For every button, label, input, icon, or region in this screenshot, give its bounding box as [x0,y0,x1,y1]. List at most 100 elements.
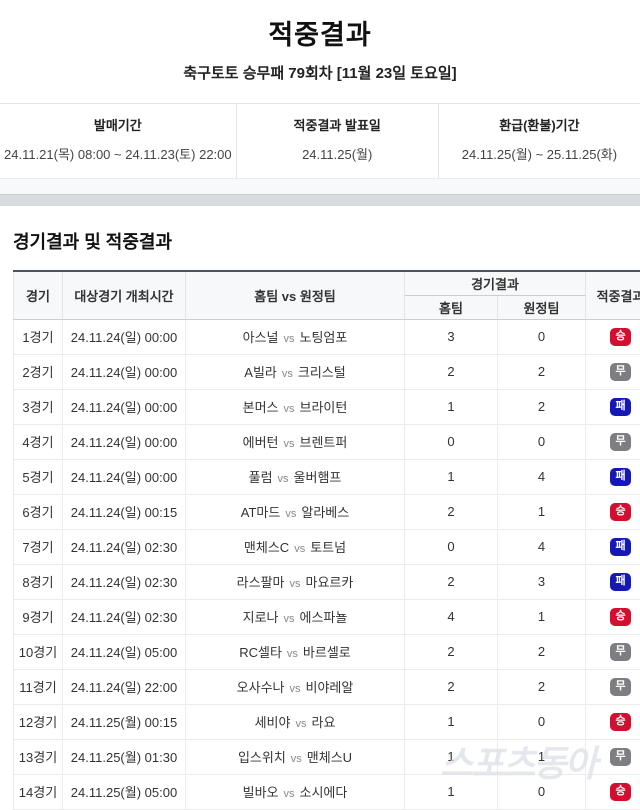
info-label: 발매기간 [4,115,232,134]
outcome-badge: 패 [610,468,630,486]
home-score: 2 [405,354,498,389]
col-header-time: 대상경기 개최시간 [63,271,186,319]
away-score: 0 [498,704,586,739]
away-team-name: 알라베스 [301,505,349,520]
away-team-name: 비야레알 [306,680,354,695]
outcome-badge: 승 [610,783,630,801]
vs-label: vs [278,473,289,485]
outcome-badge: 무 [610,643,630,661]
outcome-cell: 패 [586,564,640,599]
match-number: 14경기 [14,774,63,809]
away-score: 2 [498,354,586,389]
away-team-name: 에스파뇰 [300,610,348,625]
home-score: 2 [405,564,498,599]
home-score: 1 [405,459,498,494]
info-label: 환급(환불)기간 [443,115,636,134]
home-team-name: 오사수나 [237,680,285,695]
match-time: 24.11.24(일) 22:00 [63,669,186,704]
home-team-name: 맨체스C [244,540,289,555]
match-number: 8경기 [14,564,63,599]
outcome-badge: 무 [610,748,630,766]
away-score: 4 [498,459,586,494]
away-team-name: 토트넘 [310,540,346,555]
outcome-badge: 승 [610,608,630,626]
outcome-cell: 패 [586,389,640,424]
vs-label: vs [285,508,296,520]
away-team-name: 맨체스U [307,750,352,765]
match-time: 24.11.24(일) 00:00 [63,319,186,354]
info-item-announce-date: 적중결과 발표일 24.11.25(월) [236,104,438,178]
outcome-badge: 무 [610,678,630,696]
home-score: 2 [405,634,498,669]
vs-label: vs [287,648,298,660]
info-value: 24.11.25(월) [241,144,434,163]
vs-label: vs [284,613,295,625]
match-time: 24.11.24(일) 02:30 [63,564,186,599]
home-team-name: 입스위치 [238,750,286,765]
outcome-cell: 승 [586,599,640,634]
home-team-name: AT마드 [241,505,281,520]
away-team-name: 바르셀로 [303,645,351,660]
match-number: 11경기 [14,669,63,704]
away-team-name: 울버햄프 [294,470,342,485]
match-number: 10경기 [14,634,63,669]
main-content: 경기결과 및 적중결과 경기 대상경기 개최시간 홈팀 vs 원정팀 경기결과 … [0,228,640,810]
home-score: 3 [405,319,498,354]
home-team-name: RC셀타 [239,645,282,660]
match-number: 1경기 [14,319,63,354]
match-number: 6경기 [14,494,63,529]
match-number: 5경기 [14,459,63,494]
outcome-cell: 승 [586,704,640,739]
match-teams: RC셀타 vs 바르셀로 [186,634,405,669]
vs-label: vs [282,368,293,380]
away-score: 0 [498,774,586,809]
outcome-badge: 승 [610,713,630,731]
home-team-name: 에버턴 [243,435,279,450]
col-header-teams: 홈팀 vs 원정팀 [186,271,405,319]
vs-label: vs [290,578,301,590]
away-team-name: 브라이턴 [300,400,348,415]
info-item-sale-period: 발매기간 24.11.21(목) 08:00 ~ 24.11.23(토) 22:… [0,104,236,178]
home-team-name: 풀럼 [249,470,273,485]
home-score: 0 [405,529,498,564]
match-time: 24.11.24(일) 02:30 [63,599,186,634]
away-team-name: 노팅엄포 [300,330,348,345]
away-score: 0 [498,424,586,459]
match-time: 24.11.24(일) 05:00 [63,634,186,669]
results-table-wrap: 경기 대상경기 개최시간 홈팀 vs 원정팀 경기결과 적중결과 홈팀 원정팀 … [13,270,640,810]
home-team-name: 지로나 [243,610,279,625]
match-time: 24.11.24(일) 00:00 [63,459,186,494]
home-team-name: 빌바오 [243,785,279,800]
match-time: 24.11.24(일) 00:00 [63,424,186,459]
away-team-name: 소시에다 [300,785,348,800]
outcome-badge: 패 [610,398,630,416]
vs-label: vs [290,683,301,695]
vs-label: vs [284,403,295,415]
match-teams: AT마드 vs 알라베스 [186,494,405,529]
outcome-cell: 패 [586,529,640,564]
home-score: 1 [405,704,498,739]
outcome-badge: 무 [610,363,630,381]
away-score: 3 [498,564,586,599]
match-time: 24.11.24(일) 00:00 [63,389,186,424]
home-score: 2 [405,494,498,529]
home-team-name: A빌라 [244,365,277,380]
info-value: 24.11.21(목) 08:00 ~ 24.11.23(토) 22:00 [4,144,232,163]
home-score: 1 [405,389,498,424]
away-score: 4 [498,529,586,564]
